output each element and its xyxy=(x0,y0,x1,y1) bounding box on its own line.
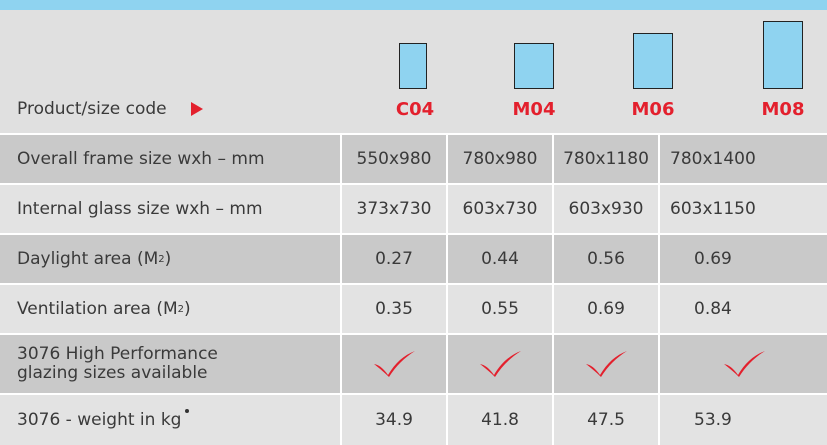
checkmark-icon xyxy=(448,335,552,393)
row-label: Ventilation area (M 2) xyxy=(17,299,191,319)
checkmark-icon xyxy=(342,335,446,393)
cell-value: 603x1150 xyxy=(670,199,756,219)
row-label: 3076 - weight in kg xyxy=(0,395,340,445)
code-c04: C04 xyxy=(395,99,435,120)
cell-value: 0.84 xyxy=(694,299,732,319)
cell-value: 780x980 xyxy=(462,149,538,169)
cell-value: 34.9 xyxy=(375,410,413,430)
row-label: Daylight area (M 2) xyxy=(17,249,172,269)
cell-value: 47.5 xyxy=(587,410,625,430)
row-label: 3076 High Performance glazing sizes avai… xyxy=(17,344,218,383)
table-row: Internal glass size wxh – mm 373x730 603… xyxy=(0,185,827,233)
right-arrow-icon xyxy=(191,102,203,116)
cell-value: 780x1400 xyxy=(670,149,756,169)
product-size-code-label: Product/size code xyxy=(17,99,167,119)
cell-value: 0.55 xyxy=(481,299,519,319)
table-row: Overall frame size wxh – mm 550x980 780x… xyxy=(0,135,827,183)
code-m04: M04 xyxy=(512,99,556,120)
bullet-icon xyxy=(185,409,190,413)
cell-value: 0.69 xyxy=(587,299,625,319)
cell-value: 780x1180 xyxy=(563,149,649,169)
cell-value: 41.8 xyxy=(481,410,519,430)
cell-value: 0.69 xyxy=(694,249,732,269)
cell-value: 0.35 xyxy=(375,299,413,319)
cell-value: 53.9 xyxy=(694,410,732,430)
top-accent-bar xyxy=(0,0,827,10)
window-icon-m06 xyxy=(633,33,673,89)
cell-value: 0.44 xyxy=(481,249,519,269)
row-label: Internal glass size wxh – mm xyxy=(17,199,263,219)
table-row: Ventilation area (M 2) 0.35 0.55 0.69 0.8… xyxy=(0,285,827,333)
table-row: Daylight area (M 2) 0.27 0.44 0.56 0.69 xyxy=(0,235,827,283)
checkmark-icon xyxy=(660,335,827,393)
window-icon-m04 xyxy=(514,43,554,89)
cell-value: 0.27 xyxy=(375,249,413,269)
cell-value: 603x930 xyxy=(568,199,644,219)
cell-value: 373x730 xyxy=(356,199,432,219)
cell-value: 0.56 xyxy=(587,249,625,269)
window-icon-m08 xyxy=(763,21,803,89)
table-row: 3076 - weight in kg 34.9 41.8 47.5 53.9 xyxy=(0,395,827,445)
row-label: Overall frame size wxh – mm xyxy=(17,149,265,169)
cell-value: 550x980 xyxy=(356,149,432,169)
code-m08: M08 xyxy=(761,99,805,120)
checkmark-icon xyxy=(554,335,658,393)
cell-value: 603x730 xyxy=(462,199,538,219)
code-m06: M06 xyxy=(631,99,675,120)
table-row: 3076 High Performance glazing sizes avai… xyxy=(0,335,827,393)
window-icon-c04 xyxy=(399,43,427,89)
